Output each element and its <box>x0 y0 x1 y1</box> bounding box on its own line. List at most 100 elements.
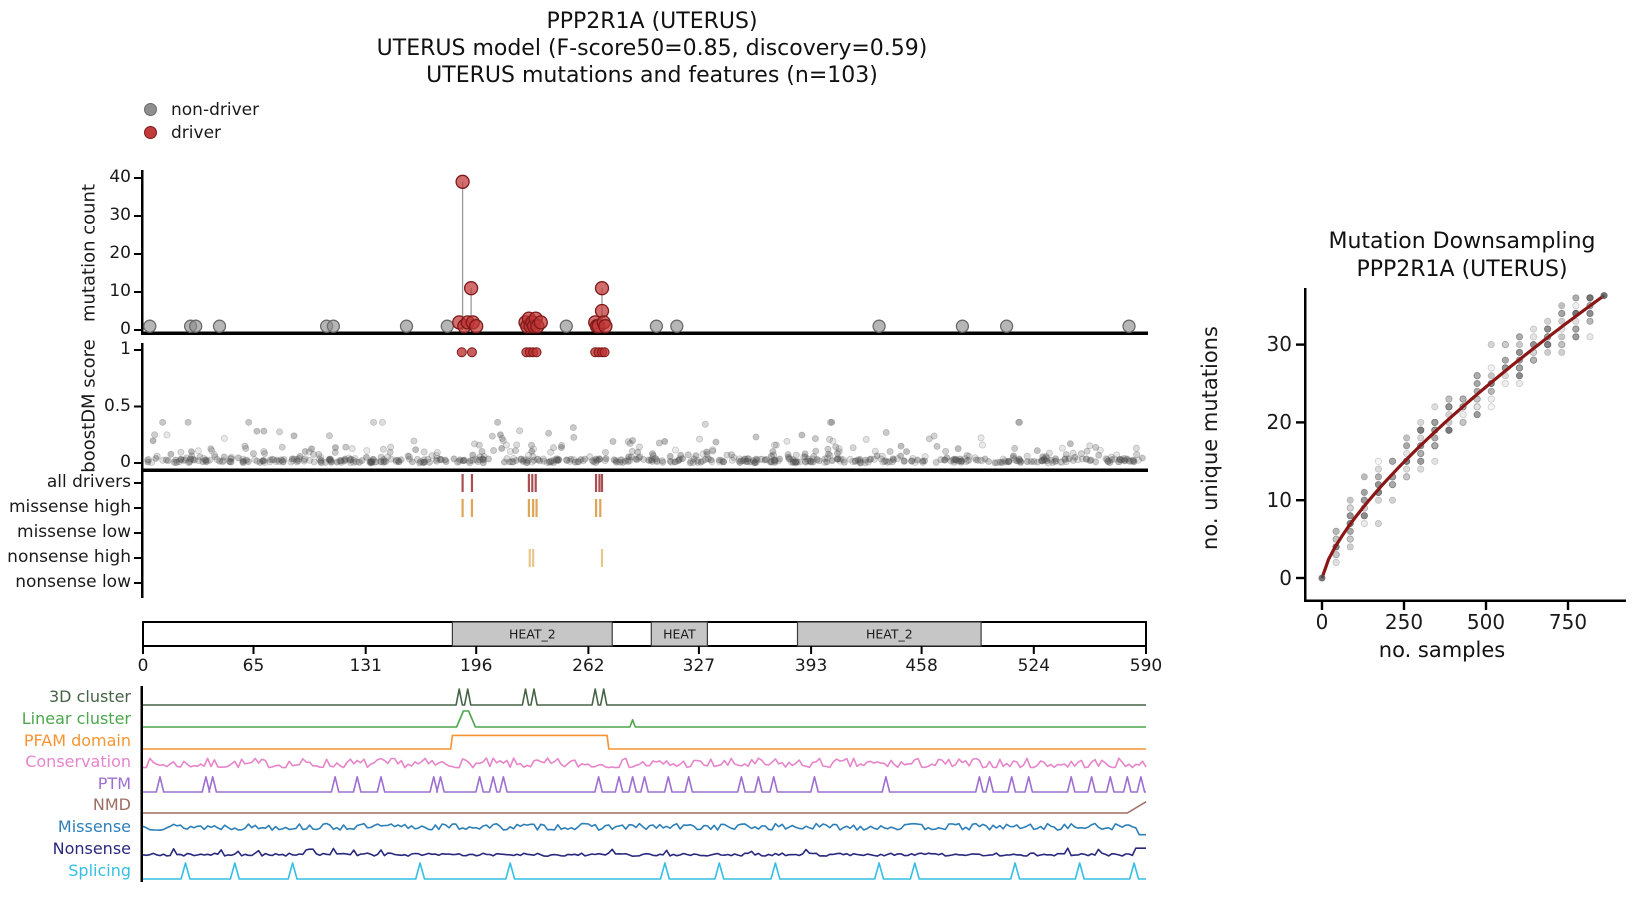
downsampling-point <box>1572 333 1580 341</box>
boostdm-noise-point <box>752 458 760 466</box>
downsampling-point <box>1360 512 1368 520</box>
feature-line-PTM <box>143 776 1146 793</box>
boostdm-noise-point <box>1069 449 1077 457</box>
boostdm-noise-point <box>676 455 684 463</box>
boostdm-noise-point <box>256 458 264 466</box>
feature-line-Splicing <box>143 862 1146 880</box>
downsampling-point <box>1487 387 1495 395</box>
boostdm-noise-point <box>1071 453 1079 461</box>
row-tick-mark <box>134 507 142 509</box>
boostdm-noise-point <box>367 458 375 466</box>
boostdm-noise-point <box>177 455 185 463</box>
boostdm-noise-point <box>227 458 235 466</box>
downsampling-point <box>1515 372 1524 380</box>
downsampling-point <box>1417 426 1425 434</box>
boostdm-noise-point <box>612 458 620 466</box>
boostdm-noise-point <box>377 453 385 461</box>
boostdm-noise-point <box>300 457 308 465</box>
boostdm-noise-point <box>943 454 951 462</box>
boostdm-noise-point <box>911 458 919 466</box>
boostdm-noise-point <box>239 459 247 467</box>
title-line-2: UTERUS model (F-score50=0.85, discovery=… <box>376 36 928 61</box>
downsampling-point <box>1332 558 1340 566</box>
driver-tick <box>527 474 530 492</box>
boostdm-noise-point <box>789 456 797 464</box>
boostdm-noise-point <box>433 457 441 465</box>
boostdm-noise-point <box>577 456 585 464</box>
boostdm-noise-point <box>194 447 202 455</box>
ytick-mutation-count-40: 40 <box>109 167 131 188</box>
boostdm-noise-point <box>1038 456 1046 464</box>
boostdm-noise-point <box>735 457 743 465</box>
boostdm-noise-point <box>1001 457 1009 465</box>
boostdm-noise-point <box>317 453 325 461</box>
boostdm-noise-point <box>145 456 153 464</box>
boostdm-noise-point <box>709 446 717 454</box>
boostdm-noise-point <box>244 458 252 466</box>
boostdm-noise-point <box>880 457 888 465</box>
boostdm-noise-point <box>624 456 632 464</box>
boostdm-noise-point <box>800 453 808 461</box>
xtick-262: 262 <box>572 656 605 676</box>
boostdm-noise-point <box>645 456 653 464</box>
downsampling-point <box>1431 434 1439 442</box>
boostdm-noise-point <box>534 455 542 463</box>
boostdm-noise-point <box>327 458 335 466</box>
boostdm-noise-point <box>737 457 745 465</box>
boostdm-noise-point <box>804 455 812 463</box>
boostdm-noise-point <box>177 456 185 464</box>
xtick-mark <box>1145 646 1147 654</box>
downsampling-point <box>1417 457 1425 465</box>
boostdm-noise-point <box>919 457 927 465</box>
boostdm-noise-point <box>395 458 403 466</box>
downsampling-point <box>1586 333 1594 341</box>
boostdm-noise-point <box>787 458 795 466</box>
boostdm-noise-point <box>426 458 434 466</box>
downsampling-point <box>1417 426 1425 434</box>
boostdm-noise-point <box>249 450 257 458</box>
legend-item-non-driver: non-driver <box>138 98 259 121</box>
boostdm-noise-point <box>715 456 723 464</box>
boostdm-noise-point <box>547 458 555 466</box>
downsampling-point <box>1431 403 1439 411</box>
downsampling-xlabel: no. samples <box>1378 638 1506 662</box>
boostdm-noise-point <box>528 447 536 455</box>
boostdm-noise-point <box>432 456 440 464</box>
downsampling-point <box>1346 504 1354 512</box>
domain-label-1: HEAT <box>663 626 696 642</box>
feature-label-Missense: Missense <box>57 817 131 837</box>
boostdm-noise-point <box>1062 450 1070 458</box>
boostdm-noise-point <box>619 458 627 466</box>
boostdm-noise-point <box>242 444 250 452</box>
boostdm-noise-point <box>667 458 675 466</box>
downsampling-point <box>1586 294 1594 302</box>
boostdm-noise-point <box>647 456 655 464</box>
boostdm-noise-point <box>893 455 901 463</box>
feature-label-Nonsense: Nonsense <box>52 839 131 859</box>
boostdm-noise-point <box>633 456 641 464</box>
ytick-boostdm-0.5: 0.5 <box>103 395 131 416</box>
boostdm-noise-point <box>701 456 709 464</box>
downsampling-point <box>1501 341 1509 349</box>
boostdm-noise-point <box>528 458 536 466</box>
boostdm-noise-point <box>317 459 325 467</box>
boostdm-noise-point <box>570 456 578 464</box>
downsampling-point <box>1431 418 1439 426</box>
boostdm-noise-point <box>594 456 602 464</box>
downsampling-point <box>1431 442 1439 450</box>
boostdm-noise-point <box>253 427 261 435</box>
downsampling-point <box>1332 551 1340 559</box>
downsampling-point <box>1374 465 1382 473</box>
boostdm-noise-point <box>1125 457 1133 465</box>
boostdm-noise-point <box>1129 457 1137 465</box>
boostdm-noise-point <box>624 457 632 465</box>
downsampling-point <box>1473 403 1481 411</box>
boostdm-noise-point <box>804 457 812 465</box>
non-driver-point <box>670 319 684 333</box>
boostdm-noise-point <box>260 427 268 435</box>
ytick-mark <box>134 329 142 331</box>
boostdm-noise-point <box>540 457 548 465</box>
downsampling-point <box>1473 411 1481 419</box>
boostdm-noise-point <box>386 448 394 456</box>
downsampling-point <box>1445 403 1453 411</box>
